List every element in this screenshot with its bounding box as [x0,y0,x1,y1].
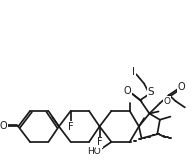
Text: O: O [178,82,185,92]
Text: O: O [0,121,8,131]
Text: F: F [97,137,102,148]
Text: F: F [68,122,74,132]
Text: S: S [147,87,154,97]
Text: HO: HO [87,147,101,156]
Text: I: I [132,67,135,77]
Text: O: O [163,97,170,106]
Text: O: O [124,86,132,96]
